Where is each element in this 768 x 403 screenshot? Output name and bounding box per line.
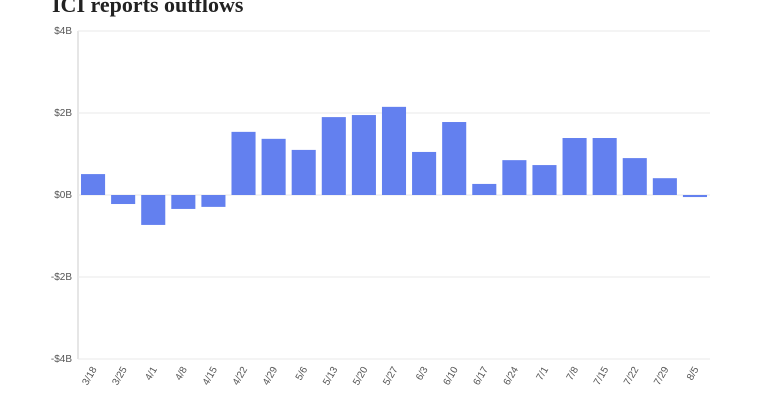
bar <box>562 138 587 195</box>
x-tick-label: 6/24 <box>502 365 521 388</box>
x-tick-label: 6/3 <box>414 365 431 383</box>
bar <box>321 117 346 195</box>
bar <box>622 158 647 195</box>
x-tick-label: 5/6 <box>294 365 311 383</box>
x-tick-label: 5/20 <box>351 365 370 388</box>
x-tick-label: 7/22 <box>622 365 641 388</box>
y-tick-label: $4B <box>54 26 72 37</box>
bar <box>261 138 286 195</box>
x-tick-label: 3/18 <box>80 365 99 388</box>
x-tick-label: 4/15 <box>201 365 220 388</box>
bar <box>291 149 316 195</box>
chart-title: ICI reports outflows <box>52 0 244 17</box>
x-tick-label: 7/29 <box>652 365 671 388</box>
x-tick-label: 7/1 <box>535 365 552 383</box>
bar <box>111 195 136 205</box>
x-tick-label: 4/22 <box>231 365 250 388</box>
bar <box>502 160 527 195</box>
bar <box>381 106 407 195</box>
bar <box>592 138 617 195</box>
x-tick-label: 3/25 <box>110 365 129 388</box>
bar <box>171 195 196 209</box>
y-tick-label: -$2B <box>51 272 72 283</box>
x-tick-label: 4/8 <box>173 365 190 383</box>
x-tick-label: 8/5 <box>685 365 702 383</box>
x-tick-label: 7/15 <box>592 365 611 388</box>
x-tick-label: 7/8 <box>565 365 582 383</box>
bar <box>201 195 226 207</box>
y-tick-label: $0B <box>54 190 72 201</box>
x-tick-label: 6/17 <box>472 365 491 388</box>
bar <box>472 183 497 195</box>
bar <box>141 195 166 225</box>
y-tick-label: $2B <box>54 108 72 119</box>
x-tick-label: 4/29 <box>261 365 280 388</box>
bar <box>412 151 437 195</box>
x-tick-label: 5/13 <box>321 365 340 388</box>
bar <box>442 122 467 195</box>
bar <box>351 115 376 195</box>
bar <box>81 174 106 195</box>
bar <box>532 165 557 195</box>
y-tick-label: -$4B <box>51 354 72 365</box>
bar <box>231 131 256 195</box>
x-tick-label: 5/27 <box>381 365 400 388</box>
x-tick-label: 4/1 <box>143 365 160 383</box>
x-tick-label: 6/10 <box>442 365 461 388</box>
bar <box>652 178 677 195</box>
bar <box>682 195 707 198</box>
